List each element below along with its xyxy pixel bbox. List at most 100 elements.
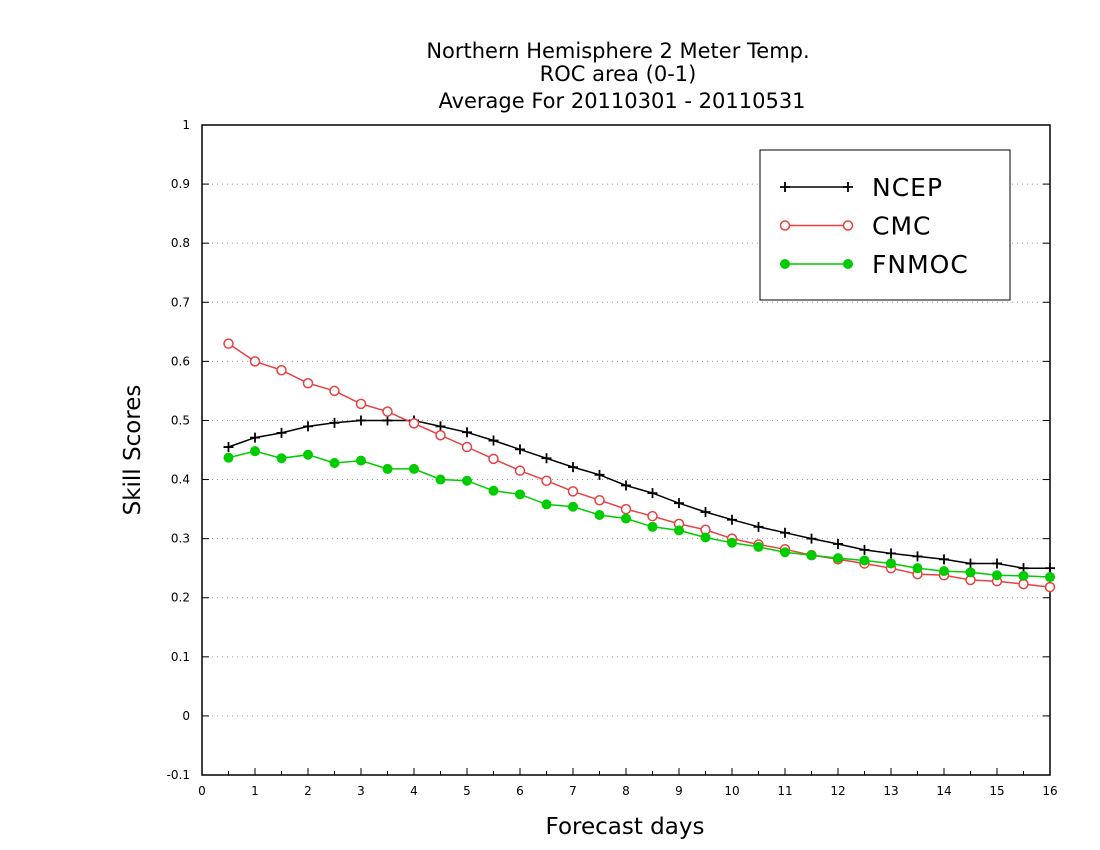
data-point-fnmoc <box>329 458 340 468</box>
data-point-cmc <box>223 338 234 349</box>
x-tick-label: 13 <box>883 784 898 798</box>
data-point-ncep <box>912 551 923 562</box>
x-tick-label: 10 <box>724 784 739 798</box>
x-tick-label: 1 <box>251 784 259 798</box>
data-point-fnmoc <box>276 453 287 464</box>
data-point-fnmoc <box>515 489 525 500</box>
data-point-ncep <box>303 421 313 432</box>
data-point-cmc <box>594 494 605 506</box>
data-point-cmc <box>249 356 261 367</box>
data-point-cmc <box>1044 581 1056 593</box>
data-point-cmc <box>435 429 446 441</box>
data-point-ncep <box>329 417 340 428</box>
data-point-fnmoc <box>753 541 764 552</box>
series-fnmoc <box>223 446 1055 583</box>
chart-title: Northern Hemisphere 2 Meter Temp. ROC ar… <box>426 39 809 113</box>
y-tick-label: 0.1 <box>171 650 190 664</box>
legend: NCEP CMC FNMOC <box>759 149 1011 301</box>
data-point-fnmoc <box>939 566 949 577</box>
data-point-ncep <box>753 521 764 532</box>
data-point-cmc <box>488 453 499 465</box>
y-tick-label: 0.3 <box>171 532 190 546</box>
x-tick-label: 5 <box>463 784 471 798</box>
data-point-ncep <box>886 548 896 559</box>
x-tick-label: 0 <box>198 784 206 798</box>
data-point-fnmoc <box>1018 570 1029 581</box>
data-point-fnmoc <box>409 463 419 474</box>
data-point-ncep <box>700 507 711 518</box>
data-point-cmc <box>302 377 314 389</box>
data-point-fnmoc <box>806 550 817 561</box>
y-tick-label: -0.1 <box>167 768 190 782</box>
legend-item-fnmoc: FNMOC <box>780 250 969 279</box>
title-line-3: Average For 20110301 - 20110531 <box>438 89 805 113</box>
series-layer <box>223 338 1056 593</box>
x-tick-label: 14 <box>936 784 951 798</box>
data-point-ncep <box>276 427 287 438</box>
data-point-cmc <box>514 465 526 476</box>
data-point-fnmoc <box>621 513 631 524</box>
data-point-fnmoc <box>965 567 976 578</box>
data-point-fnmoc <box>727 537 737 548</box>
data-point-cmc <box>276 364 287 376</box>
data-point-fnmoc <box>674 525 684 536</box>
y-tick-label: 0.9 <box>171 177 190 191</box>
data-point-ncep <box>223 442 234 453</box>
data-point-fnmoc <box>700 532 711 543</box>
data-point-ncep <box>356 415 366 426</box>
data-point-fnmoc <box>780 547 790 558</box>
data-point-fnmoc <box>1045 572 1055 583</box>
x-tick-label: 12 <box>830 784 845 798</box>
data-point-cmc <box>355 398 367 410</box>
data-point-ncep <box>806 533 817 544</box>
legend-item-cmc: CMC <box>779 212 931 241</box>
y-tick-label: 0.8 <box>171 236 190 250</box>
y-tick-label: 0.5 <box>171 413 190 427</box>
legend-marker <box>843 259 853 269</box>
x-tick-label: 9 <box>675 784 683 798</box>
data-point-ncep <box>568 462 578 473</box>
data-point-fnmoc <box>568 501 578 512</box>
y-tick-label: 1 <box>182 118 190 132</box>
data-point-cmc <box>382 406 393 417</box>
y-tick-label: 0.7 <box>171 295 190 309</box>
legend-label-fnmoc: FNMOC <box>872 250 969 279</box>
data-point-fnmoc <box>356 455 366 466</box>
x-tick-label: 4 <box>410 784 418 798</box>
legend-marker <box>779 220 791 231</box>
y-axis-label: Skill Scores <box>120 385 146 516</box>
data-point-fnmoc <box>303 449 313 460</box>
series-line-ncep <box>228 419 1050 569</box>
data-point-cmc <box>408 418 420 429</box>
data-point-fnmoc <box>992 570 1002 581</box>
legend-marker <box>842 220 854 231</box>
data-point-fnmoc <box>594 510 605 520</box>
data-point-cmc <box>647 510 658 522</box>
y-tick-label: 0.6 <box>171 354 190 368</box>
legend-marker <box>780 259 790 269</box>
data-point-ncep <box>435 421 446 432</box>
x-axis: 0 1 2 3 4 5 6 7 8 9 10 11 12 13 14 15 16 <box>198 768 1058 798</box>
data-point-fnmoc <box>488 485 499 496</box>
data-point-cmc <box>1018 578 1029 590</box>
y-tick-label: 0 <box>182 709 190 723</box>
data-point-ncep <box>833 538 843 549</box>
x-tick-label: 3 <box>357 784 365 798</box>
data-point-cmc <box>567 486 579 497</box>
title-line-1: Northern Hemisphere 2 Meter Temp. <box>426 39 809 63</box>
data-point-ncep <box>515 444 525 455</box>
data-point-ncep <box>488 435 499 446</box>
data-point-fnmoc <box>223 452 234 463</box>
data-point-fnmoc <box>382 463 393 474</box>
data-point-fnmoc <box>886 558 896 569</box>
data-point-fnmoc <box>647 521 658 532</box>
y-tick-label: 0.2 <box>171 591 190 605</box>
x-tick-label: 8 <box>622 784 630 798</box>
data-point-ncep <box>780 527 790 538</box>
data-point-ncep <box>382 415 393 426</box>
series-ncep <box>223 415 1055 574</box>
legend-label-cmc: CMC <box>872 212 931 241</box>
title-line-2: ROC area (0-1) <box>540 62 697 86</box>
data-point-fnmoc <box>462 475 472 486</box>
series-cmc <box>223 338 1056 593</box>
